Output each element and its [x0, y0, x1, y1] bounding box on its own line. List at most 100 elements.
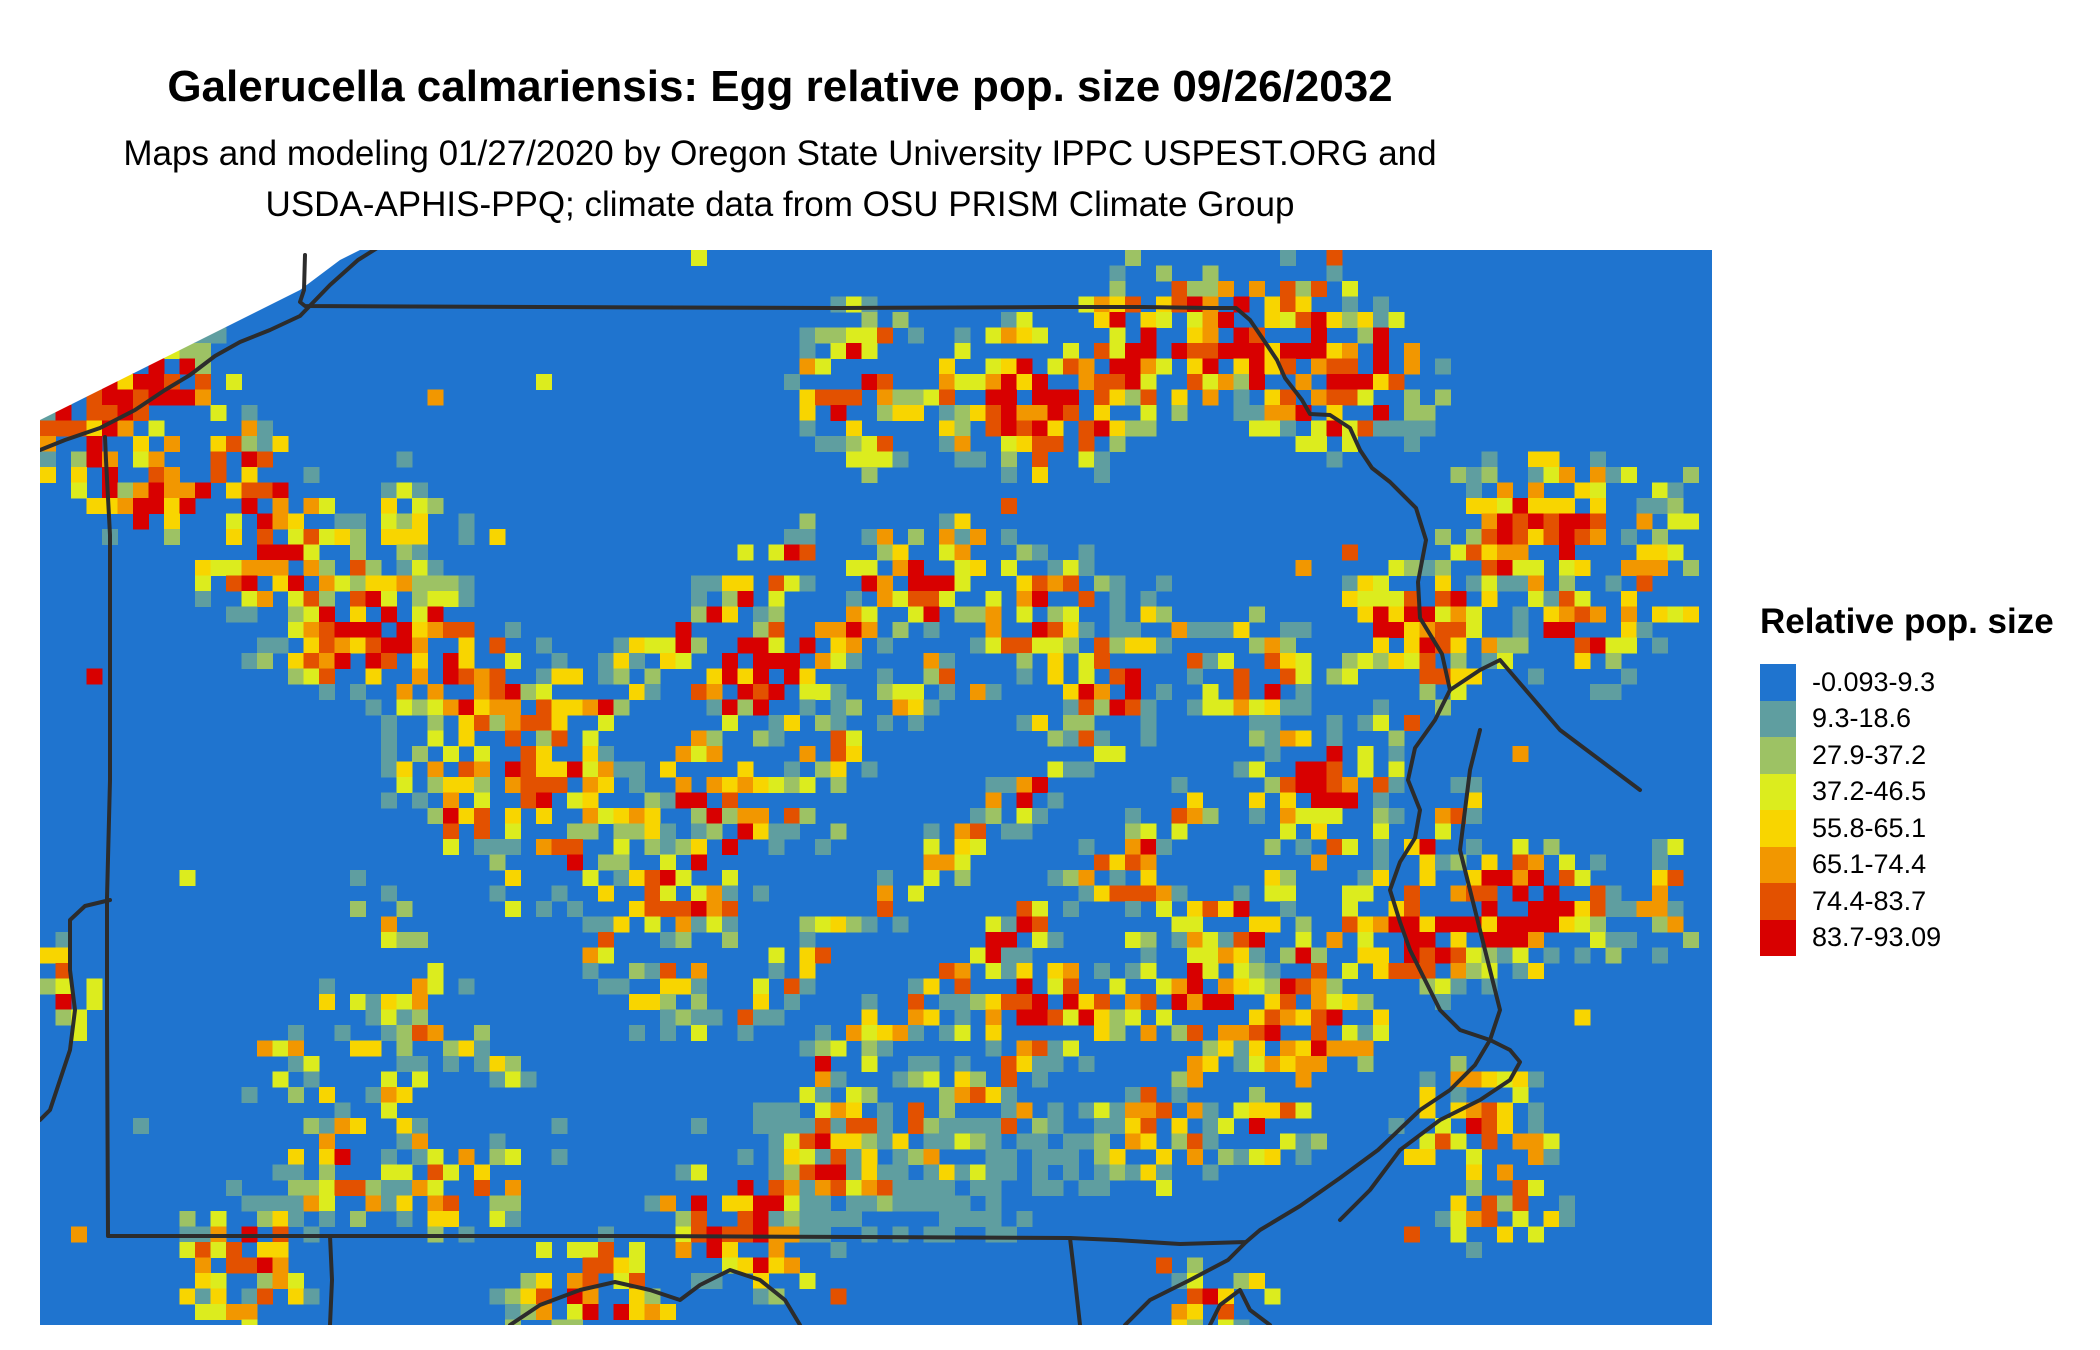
- raster-cell: [1512, 916, 1529, 933]
- ohio-border: [40, 898, 112, 1122]
- raster-cell: [1202, 808, 1219, 824]
- raster-cell: [1574, 637, 1591, 654]
- raster-cell: [1078, 653, 1095, 669]
- raster-cell: [1187, 901, 1203, 917]
- raster-cell: [1435, 575, 1451, 592]
- raster-cell: [613, 978, 630, 995]
- raster-cell: [319, 606, 335, 623]
- raster-cell: [1543, 1211, 1560, 1227]
- raster-cell: [706, 885, 723, 902]
- raster-cell: [1404, 653, 1420, 669]
- raster-cell: [505, 715, 521, 731]
- raster-cell: [753, 885, 769, 902]
- raster-cell: [1202, 312, 1219, 328]
- raster-cell: [1435, 529, 1451, 545]
- raster-cell: [1590, 885, 1606, 902]
- raster-cell: [1450, 591, 1467, 607]
- raster-cell: [1249, 699, 1265, 716]
- raster-cell: [1450, 1211, 1467, 1227]
- raster-cell: [319, 575, 335, 592]
- raster-cell: [1249, 606, 1265, 623]
- raster-cell: [536, 777, 552, 793]
- raster-cell: [1435, 1211, 1451, 1227]
- raster-cell: [1109, 1009, 1126, 1026]
- raster-cell: [567, 901, 583, 917]
- raster-cell: [427, 1025, 444, 1041]
- raster-cell: [691, 885, 707, 902]
- raster-cell: [1497, 529, 1513, 545]
- raster-cell: [939, 513, 955, 530]
- raster-cell: [1450, 544, 1467, 561]
- raster-cell: [1016, 963, 1033, 979]
- raster-cell: [1264, 963, 1281, 979]
- raster-cell: [954, 1025, 971, 1041]
- raster-cell: [582, 761, 599, 778]
- raster-cell: [241, 436, 258, 452]
- raster-cell: [1094, 1133, 1110, 1150]
- raster-cell: [133, 498, 149, 514]
- raster-cell: [1543, 529, 1560, 545]
- raster-cell: [412, 994, 428, 1010]
- raster-cell: [1233, 1025, 1250, 1041]
- raster-cell: [443, 1195, 459, 1212]
- raster-cell: [1373, 374, 1389, 390]
- raster-cell: [1435, 978, 1451, 995]
- raster-cell: [536, 808, 552, 824]
- raster-cell: [970, 1180, 986, 1196]
- raster-cell: [241, 606, 258, 623]
- raster-cell: [954, 1118, 971, 1134]
- raster-cell: [536, 761, 552, 778]
- raster-cell: [1357, 916, 1374, 933]
- raster-cell: [1140, 1087, 1157, 1103]
- raster-cell: [830, 916, 847, 933]
- raster-cell: [1481, 885, 1498, 902]
- raster-cell: [892, 544, 909, 561]
- raster-cell: [1078, 544, 1095, 561]
- raster-cell: [954, 1056, 971, 1072]
- raster-cell: [148, 451, 165, 468]
- raster-cell: [1125, 1102, 1141, 1119]
- raster-cell: [970, 637, 986, 654]
- raster-cell: [954, 1087, 971, 1103]
- raster-cell: [1264, 715, 1281, 731]
- raster-cell: [288, 668, 304, 685]
- raster-cell: [1094, 994, 1110, 1010]
- raster-cell: [1063, 715, 1079, 731]
- raster-cell: [629, 653, 645, 669]
- raster-cell: [1280, 1056, 1296, 1072]
- raster-cell: [1218, 978, 1234, 995]
- raster-cell: [939, 1195, 955, 1212]
- raster-cell: [1574, 901, 1591, 917]
- raster-cell: [412, 575, 428, 592]
- raster-cell: [784, 1118, 800, 1134]
- raster-cell: [1450, 1056, 1467, 1072]
- raster-cell: [1109, 637, 1126, 654]
- raster-cell: [861, 1009, 878, 1026]
- raster-cell: [1280, 312, 1296, 328]
- raster-cell: [1001, 963, 1017, 979]
- raster-cell: [1140, 637, 1157, 654]
- raster-cell: [985, 327, 1002, 344]
- raster-cell: [257, 482, 273, 499]
- raster-cell: [582, 792, 599, 809]
- raster-cell: [1481, 451, 1498, 468]
- raster-cell: [1094, 746, 1110, 762]
- raster-cell: [1109, 870, 1126, 886]
- raster-cell: [737, 668, 754, 685]
- raster-cell: [1528, 932, 1544, 948]
- raster-cell: [1187, 374, 1203, 390]
- raster-cell: [381, 916, 397, 933]
- raster-cell: [381, 513, 397, 530]
- raster-cell: [706, 901, 723, 917]
- raster-cell: [629, 1242, 645, 1258]
- raster-cell: [210, 436, 227, 452]
- raster-cell: [1001, 1226, 1017, 1243]
- raster-cell: [1001, 374, 1017, 390]
- raster-cell: [706, 1242, 723, 1258]
- raster-cell: [768, 823, 785, 840]
- raster-cell: [365, 1040, 382, 1057]
- raster-cell: [1140, 389, 1157, 406]
- raster-cell: [1295, 730, 1312, 747]
- raster-cell: [1357, 312, 1374, 328]
- raster-cell: [1047, 963, 1064, 979]
